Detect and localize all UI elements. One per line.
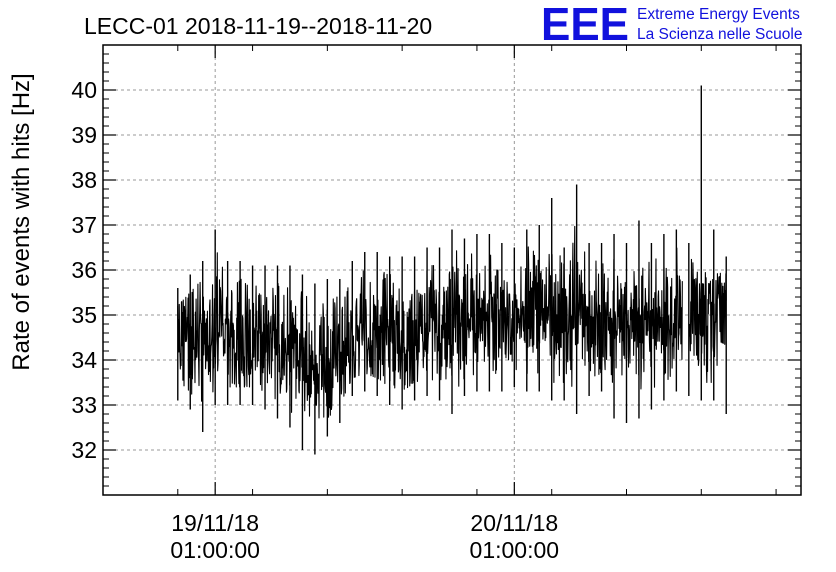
y-axis-label: Rate of events with hits [Hz] (8, 73, 35, 370)
series-rate (177, 85, 727, 455)
y-tick-label: 37 (71, 212, 97, 238)
logo-mark: EEE (541, 0, 629, 50)
x-tick-label-time: 01:00:00 (470, 537, 560, 563)
axes: 32333435363738394019/11/1801:00:0020/11/… (71, 44, 801, 563)
y-tick-label: 40 (71, 77, 97, 103)
x-tick-label-date: 20/11/18 (470, 510, 558, 536)
x-tick-label-time: 01:00:00 (170, 537, 260, 563)
plot-frame (102, 44, 802, 496)
y-tick-label: 35 (71, 302, 97, 328)
logo-line1: Extreme Energy Events (637, 6, 800, 23)
x-tick-label-date: 19/11/18 (171, 510, 259, 536)
y-tick-label: 38 (71, 167, 97, 193)
eee-logo: EEE Extreme Energy Events La Scienza nel… (541, 0, 802, 50)
y-tick-label: 39 (71, 122, 97, 148)
series-trace (177, 225, 727, 419)
chart-title: LECC-01 2018-11-19--2018-11-20 (84, 13, 432, 39)
y-tick-label: 32 (71, 437, 97, 463)
y-tick-label: 33 (71, 392, 97, 418)
logo-line2: La Scienza nelle Scuole (637, 26, 802, 43)
y-tick-label: 34 (71, 347, 97, 373)
y-tick-label: 36 (71, 257, 97, 283)
